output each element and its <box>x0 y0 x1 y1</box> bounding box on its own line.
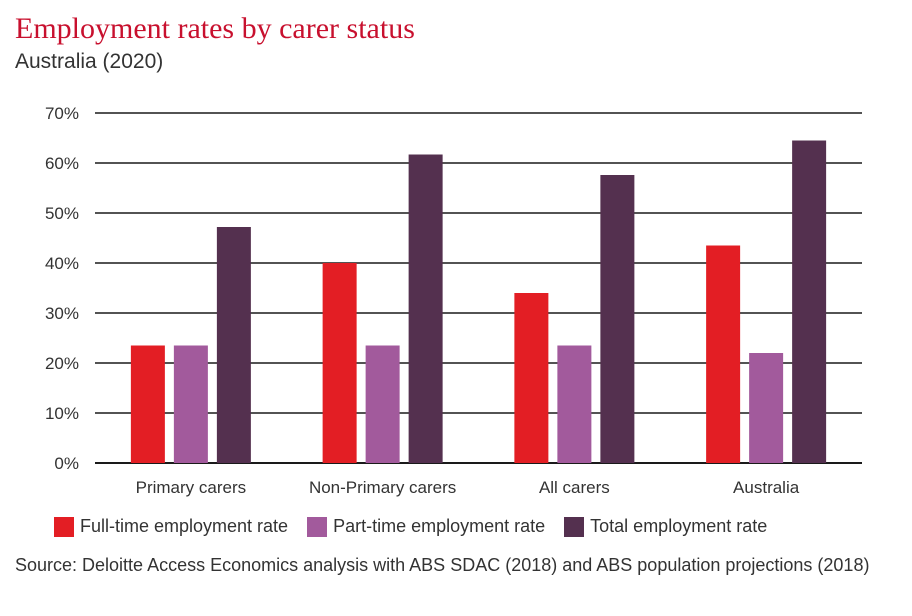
y-tick-label: 40% <box>45 254 79 273</box>
source-note: Source: Deloitte Access Economics analys… <box>15 555 870 575</box>
legend-label-full-time: Full-time employment rate <box>80 516 289 536</box>
bar <box>792 140 827 463</box>
legend-label-total: Total employment rate <box>590 516 768 536</box>
x-tick-label: Australia <box>733 478 800 497</box>
bar <box>130 345 165 463</box>
y-tick-label: 30% <box>45 304 79 323</box>
bar <box>216 227 251 463</box>
chart-subtitle: Australia (2020) <box>15 50 164 73</box>
bar <box>322 263 357 463</box>
y-tick-label: 50% <box>45 204 79 223</box>
bar <box>365 345 400 463</box>
bar <box>173 345 208 463</box>
legend-swatch-part-time <box>307 516 328 537</box>
bar <box>408 154 443 463</box>
bar <box>706 245 741 463</box>
bar <box>600 175 635 463</box>
legend-swatch-total <box>564 516 585 537</box>
chart-title: Employment rates by carer status <box>15 12 415 45</box>
y-tick-label: 20% <box>45 354 79 373</box>
x-tick-label: Primary carers <box>136 478 247 497</box>
y-tick-label: 70% <box>45 104 79 123</box>
bar <box>557 345 592 463</box>
bar <box>514 293 549 463</box>
chart-legend: Full-time employment rate Part-time empl… <box>54 516 786 537</box>
y-tick-label: 60% <box>45 154 79 173</box>
legend-swatch-full-time <box>54 516 74 537</box>
legend-item-full-time: Full-time employment rate <box>54 516 288 537</box>
bar <box>749 353 784 463</box>
legend-label-part-time: Part-time employment rate <box>333 516 546 536</box>
legend-item-part-time: Part-time employment rate <box>307 516 545 537</box>
x-tick-label: All carers <box>539 478 610 497</box>
legend-item-total: Total employment rate <box>564 516 767 537</box>
x-tick-label: Non-Primary carers <box>309 478 456 497</box>
y-tick-label: 0% <box>54 454 79 473</box>
y-tick-label: 10% <box>45 404 79 423</box>
